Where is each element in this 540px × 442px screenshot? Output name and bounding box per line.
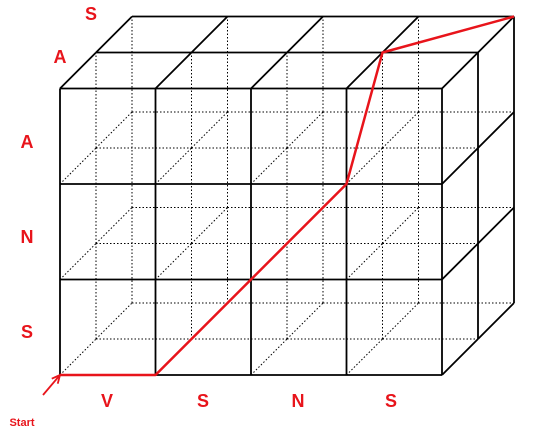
grid-edge: [441, 147, 479, 185]
label-start: Start: [9, 417, 34, 429]
label-top-front: A: [54, 47, 67, 67]
hidden-grid-edge: [346, 147, 383, 185]
hidden-grid-edge: [346, 338, 383, 376]
hidden-grid-edge: [155, 243, 192, 280]
label-left-2: N: [21, 227, 34, 247]
grid-edge: [441, 51, 479, 90]
grid-edge: [477, 15, 515, 54]
hidden-grid-edge: [155, 147, 192, 185]
grid-edge: [441, 242, 479, 281]
label-left-3: S: [21, 322, 33, 342]
label-left-1: A: [21, 132, 34, 152]
hidden-grid-edge: [95, 111, 133, 149]
hidden-edges: [59, 16, 514, 376]
hidden-grid-edge: [250, 338, 288, 376]
grid-edge: [59, 51, 97, 90]
alignment-path-line: [60, 15, 515, 377]
hidden-grid-edge: [346, 243, 383, 280]
hidden-grid-edge: [286, 302, 324, 340]
hidden-grid-edge: [382, 111, 419, 149]
label-bottom-1: V: [101, 391, 113, 411]
hidden-grid-edge: [95, 207, 133, 244]
grid-edge: [345, 51, 384, 90]
hidden-grid-edge: [59, 338, 97, 376]
hidden-grid-edge: [59, 243, 97, 280]
hidden-grid-edge: [95, 302, 133, 340]
hidden-grid-edge: [191, 207, 228, 244]
grid-edge: [477, 206, 515, 245]
hidden-grid-edge: [250, 147, 288, 185]
label-top-back: S: [85, 4, 97, 24]
start-arrow-head: [51, 373, 62, 384]
label-bottom-4: S: [385, 391, 397, 411]
label-bottom-2: S: [197, 391, 209, 411]
hidden-grid-edge: [382, 207, 419, 244]
grid-edge: [190, 15, 229, 54]
grid-edge: [477, 302, 515, 340]
alignment-path: [60, 15, 515, 377]
hidden-grid-edge: [286, 111, 324, 149]
grid-edge: [95, 15, 133, 54]
grid-edge: [381, 15, 420, 54]
start-arrow-shaft: [42, 374, 61, 396]
grid-edge: [477, 111, 515, 149]
grid-edge: [250, 51, 288, 90]
grid-edge: [154, 51, 193, 90]
grid-edge: [286, 15, 324, 54]
hidden-grid-edge: [382, 302, 419, 340]
hidden-grid-edge: [191, 111, 228, 149]
grid-edge: [441, 338, 479, 376]
start-arrow: [42, 373, 62, 396]
hidden-grid-edge: [59, 147, 97, 185]
label-bottom-3: N: [292, 391, 305, 411]
